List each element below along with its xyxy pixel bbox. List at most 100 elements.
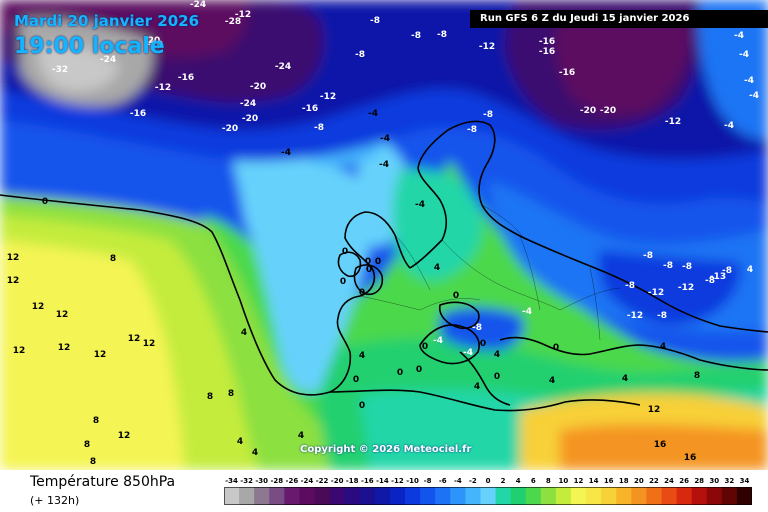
isotherm-label: 12	[128, 334, 141, 344]
isotherm-label: 4	[549, 376, 555, 386]
isotherm-label: 0	[42, 197, 48, 207]
copyright-notice: Copyright © 2026 Meteociel.fr	[300, 444, 472, 455]
legend-swatch	[525, 487, 542, 505]
legend-swatch	[495, 487, 512, 505]
isotherm-label: -24	[240, 99, 256, 109]
legend-tick-label: -34	[225, 477, 238, 485]
isotherm-label: 0	[366, 265, 372, 275]
legend-swatch	[736, 487, 752, 505]
legend-swatch	[435, 487, 451, 505]
legend-swatch	[465, 487, 481, 505]
variable-title: Température 850hPa	[30, 474, 176, 490]
isotherm-label: 12	[648, 405, 661, 415]
legend-tick-label: 4	[516, 477, 521, 485]
legend-tick-label: 24	[664, 477, 674, 485]
footer-bar: Température 850hPa (+ 132h) -34 -32 -30 -28…	[0, 470, 768, 512]
isotherm-label: -4	[724, 121, 734, 131]
legend-tick-label: 30	[709, 477, 719, 485]
legend-tick-label: -8	[424, 477, 432, 485]
isotherm-label: 4	[474, 382, 480, 392]
legend-tick-label: 18	[619, 477, 629, 485]
isotherm-label: 0	[553, 343, 559, 353]
isotherm-label: 0	[422, 342, 428, 352]
isotherm-label: 0	[353, 375, 359, 385]
isotherm-label: -8	[483, 110, 493, 120]
isotherm-label: -12	[678, 283, 694, 293]
isotherm-label: -32	[52, 65, 68, 75]
legend-swatch	[570, 487, 587, 505]
isotherm-label: -8	[370, 16, 380, 26]
isotherm-label: 0	[397, 368, 403, 378]
isotherm-label: -20	[242, 114, 258, 124]
isotherm-label: -12	[627, 311, 643, 321]
isotherm-label: -4	[380, 134, 390, 144]
legend-swatch	[676, 487, 693, 505]
isotherm-label: -20	[222, 124, 238, 134]
legend-tick-label: -20	[331, 477, 344, 485]
legend-swatch	[269, 487, 285, 505]
lead-time: (+ 132h)	[30, 494, 80, 507]
isotherm-label: 12	[94, 350, 107, 360]
legend-swatch	[616, 487, 632, 505]
isotherm-label: -20	[580, 106, 596, 116]
forecast-date: Mardi 20 janvier 2026	[14, 12, 200, 30]
legend-tick-label: -24	[301, 477, 314, 485]
isotherm-label: -4	[281, 148, 291, 158]
coastlines	[0, 120, 768, 412]
isotherm-label: -12	[155, 83, 171, 93]
isotherm-label: 0	[375, 257, 381, 267]
legend-swatch	[299, 487, 315, 505]
isotherm-label: -4	[739, 50, 749, 60]
legend-swatch	[284, 487, 300, 505]
isotherm-label: -28	[225, 17, 241, 27]
isotherm-label: 8	[207, 392, 213, 402]
isotherm-label: -8	[663, 261, 673, 271]
legend-tick-label: -12	[391, 477, 404, 485]
color-legend: -34 -32 -30 -28 -26 -24 -22 -20 -18 -16 -14 -12 -10-…	[224, 477, 752, 505]
legend-swatch	[405, 487, 421, 505]
isotherm-label: -24	[190, 0, 206, 10]
isotherm-label: -8	[355, 50, 365, 60]
legend-swatch	[691, 487, 708, 505]
isotherm-label: 12	[56, 310, 69, 320]
legend-swatch	[721, 487, 738, 505]
legend-tick-label: -32	[240, 477, 253, 485]
isotherm-label: 4	[298, 431, 304, 441]
isotherm-label: -4	[415, 200, 425, 210]
isotherm-label: 0	[480, 339, 486, 349]
isotherm-label: -4	[734, 31, 744, 41]
isotherm-label: 12	[32, 302, 45, 312]
legend-tick-label: 8	[546, 477, 551, 485]
isotherm-label: 4	[660, 342, 666, 352]
legend-frame	[224, 487, 752, 505]
isotherm-label: 16	[654, 440, 667, 450]
legend-tick-label: -22	[316, 477, 329, 485]
forecast-time: 19:00 locale	[14, 34, 165, 59]
legend-tick-label: 22	[649, 477, 659, 485]
legend-swatch	[631, 487, 647, 505]
legend-tick-label: 28	[694, 477, 704, 485]
isotherm-label: -12	[479, 42, 495, 52]
legend-tick-label: 32	[724, 477, 734, 485]
legend-swatch	[420, 487, 436, 505]
legend-tick-label: 26	[679, 477, 689, 485]
legend-tick-label: -18	[346, 477, 359, 485]
legend-tick-label: 34	[740, 477, 750, 485]
legend-swatch	[254, 487, 270, 505]
legend-swatch	[706, 487, 723, 505]
isotherm-label: -8	[411, 31, 421, 41]
isotherm-label: -8	[437, 30, 447, 40]
isotherm-label: 0	[359, 288, 365, 298]
isotherm-label: -16	[178, 73, 194, 83]
isotherm-label: -20	[147, 40, 163, 50]
isotherm-label: 0	[494, 372, 500, 382]
legend-tick-label: -26	[286, 477, 299, 485]
isotherm-label: -24	[275, 62, 291, 72]
isotherm-label: 8	[228, 389, 234, 399]
temperature-map: -24-28-32-20-24-16-12-16-20-20-24-20-24-…	[0, 0, 768, 470]
legend-swatch	[555, 487, 572, 505]
legend-tick-label: 6	[531, 477, 536, 485]
isotherm-label: -12	[235, 10, 251, 20]
isotherm-label: -16	[559, 68, 575, 78]
